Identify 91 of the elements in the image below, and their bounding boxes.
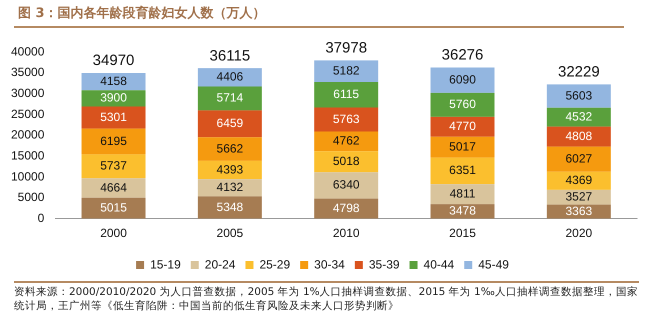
bar — [546, 84, 611, 108]
chart-title: 图 3：国内各年龄段育龄妇女人数（万人） — [14, 0, 624, 28]
data-label: 4369 — [565, 173, 593, 188]
data-label: 5603 — [565, 88, 593, 102]
data-label: 3527 — [565, 190, 593, 204]
data-label: 4811 — [450, 186, 476, 200]
data-label: 3478 — [449, 204, 476, 218]
bar — [314, 131, 378, 152]
legend-label: 35-39 — [368, 257, 400, 272]
data-label: 6027 — [565, 151, 593, 166]
legend-label: 45-49 — [478, 257, 510, 272]
y-tick-label: 15000 — [10, 148, 45, 162]
bar — [430, 158, 494, 184]
bar — [82, 106, 146, 129]
bar — [82, 154, 146, 178]
legend-label: 25-29 — [259, 257, 290, 272]
data-label: 6195 — [100, 134, 128, 148]
data-label: 4664 — [100, 180, 128, 194]
bar — [314, 60, 378, 82]
data-label: 5301 — [100, 110, 128, 124]
data-label: 4808 — [565, 128, 593, 143]
y-tick-label: 30000 — [10, 86, 45, 100]
data-label: 4393 — [216, 162, 244, 176]
data-label: 4770 — [449, 119, 476, 134]
legend-label: 20-24 — [204, 257, 236, 272]
x-tick-label: 2000 — [100, 226, 128, 240]
y-tick-label: 35000 — [10, 65, 45, 80]
bar — [198, 179, 262, 196]
data-label: 5017 — [449, 139, 476, 154]
data-label: 6090 — [449, 72, 476, 86]
data-label: 5760 — [449, 97, 476, 112]
text: 资料来源：2000/2010/2020 为人口普查数据，2005 年为 1%人口抽样调查数据、2015 年为 1‰人口抽样调查数据整理，国家统计局，王广州等《低生育陷阱：中国当前的低生育风险及未来人口形势判断》 — [14, 281, 639, 313]
bar — [546, 108, 611, 127]
data-label: 5182 — [332, 64, 360, 78]
data-label: 5763 — [332, 112, 360, 126]
y-tick-label: 25000 — [10, 106, 45, 121]
y-tick-label: 0 — [38, 210, 45, 225]
legend-label: 30-34 — [314, 257, 346, 272]
data-label: 4532 — [565, 109, 593, 124]
bar — [430, 136, 494, 158]
data-label: 5714 — [216, 90, 244, 105]
bar — [430, 68, 494, 93]
data-label: 6115 — [333, 87, 360, 102]
data-label: 6459 — [216, 116, 244, 130]
data-label: 5662 — [216, 141, 244, 156]
bar — [314, 107, 378, 132]
data-label: 5015 — [100, 200, 128, 214]
x-tick-label: 2015 — [449, 226, 476, 240]
x-tick-label: 2005 — [216, 226, 244, 240]
data-label: 3900 — [100, 90, 128, 105]
bar — [198, 110, 262, 138]
total-label: 37978 — [325, 40, 368, 57]
data-label: 4762 — [332, 134, 360, 148]
data-label: 4798 — [332, 200, 360, 215]
bar — [314, 172, 378, 199]
total-label: 36276 — [442, 46, 484, 64]
bar — [82, 72, 146, 90]
bar — [430, 116, 494, 137]
total-label: 32229 — [558, 64, 600, 81]
legend-label: 15-19 — [150, 257, 182, 272]
bar — [82, 198, 146, 219]
total-label: 34970 — [92, 52, 134, 70]
data-label: 6340 — [332, 178, 360, 192]
bar — [314, 82, 378, 108]
bar — [314, 198, 378, 219]
data-label: 4132 — [216, 180, 244, 194]
data-label: 5018 — [332, 154, 360, 168]
data-label: 3363 — [565, 204, 593, 218]
y-tick-label: 5000 — [18, 190, 45, 204]
bar — [198, 137, 262, 161]
data-label: 6351 — [449, 163, 476, 178]
y-tick-label: 40000 — [10, 44, 45, 58]
legend-label: 40-44 — [424, 257, 455, 272]
data-label: 5348 — [216, 200, 244, 214]
bar — [198, 196, 262, 219]
y-tick-label: 20000 — [10, 128, 45, 142]
x-tick-label: 2010 — [332, 226, 360, 240]
bar — [430, 184, 494, 204]
bar — [546, 146, 611, 172]
bar — [82, 128, 146, 154]
bar — [198, 86, 262, 110]
bar — [430, 92, 494, 117]
data-label: 4158 — [100, 74, 128, 88]
data-label: 4406 — [216, 70, 244, 84]
total-label: 36115 — [210, 47, 250, 64]
y-tick-label: 10000 — [10, 169, 45, 184]
x-tick-label: 2020 — [565, 226, 593, 240]
bar — [198, 68, 262, 87]
data-label: 5737 — [100, 158, 128, 173]
bar — [546, 126, 611, 147]
bar — [546, 172, 611, 190]
